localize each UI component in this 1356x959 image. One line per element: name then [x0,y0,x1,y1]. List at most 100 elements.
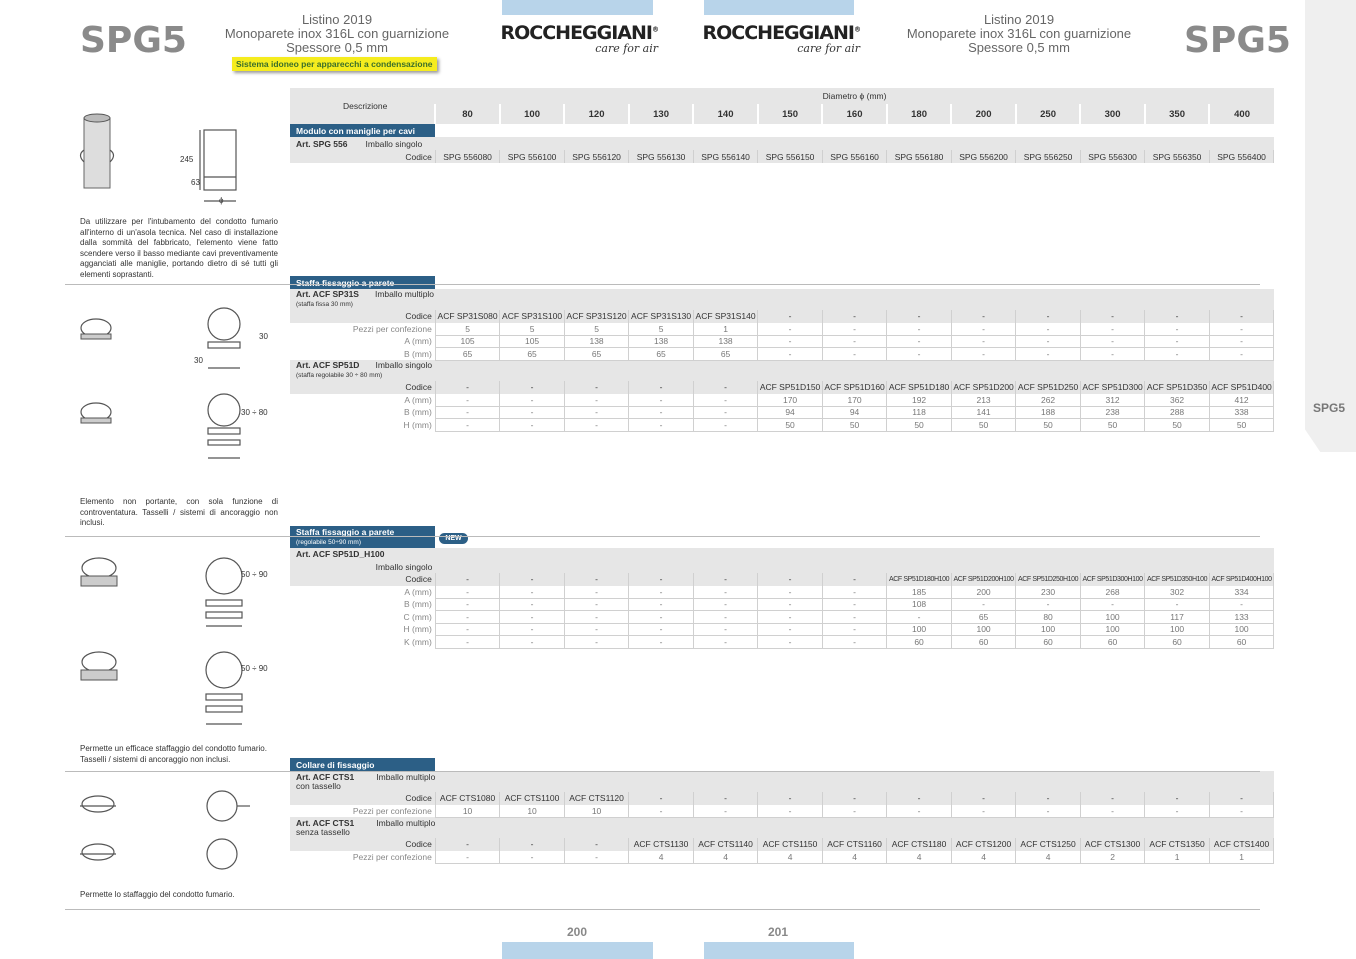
table-cell: ACF SP51D250H100 [1015,573,1081,586]
table-cell: - [499,381,565,394]
table-cell: ACF SP51D400H100 [1208,573,1275,586]
wall-bracket-fixed-photo [80,318,112,340]
table-cell: - [563,393,630,407]
article-code: Art. ACF CTS1 [296,817,355,828]
dim-base: 63 [191,178,200,187]
article-note: (staffa regolabile 30 ÷ 80 mm) [296,372,383,379]
data-row: A (mm) 105 105 138 138 138- - - - - - - - [290,335,1275,348]
table-cell: ACF CTS1130 [628,838,694,851]
table-cell: - [1144,335,1210,348]
wall-bracket-adjustable-drawing [207,393,241,459]
table-cell: - [821,623,888,636]
table-cell: ACF SP51D180H100 [886,573,952,586]
article-row: Art. ACF SP31S Imballo multiplo (staffa fi… [290,289,1274,310]
data-row: Codice - - - - - ACF SP51D150 ACF SP51D160 ACF S… [290,381,1275,394]
top-bar-right [704,0,854,15]
table-cell: 65 [692,347,759,361]
table-cell: ACF CTS1350 [1144,838,1210,851]
table-cell: ACF CTS1150 [757,838,823,851]
table-cell: - [950,598,1017,611]
table-cell: 312 [1079,393,1146,407]
data-row: Codice - - - - - - - ACF SP51D180H100 ACF SP51D20… [290,573,1275,586]
table-cell: 50 [1079,418,1146,432]
table-cell: - [434,598,501,611]
new-badge-cell: NEW [435,526,1274,548]
table-cell: 65 [628,347,694,361]
top-bar-left [502,0,653,15]
table-cell: ACF SP51D350H100 [1144,573,1210,586]
table-cell: ACF CTS1140 [692,838,759,851]
dim-diameter: ϕ [219,196,224,205]
pack-type: Imballo multiplo [374,289,435,299]
table-cell: - [628,406,694,419]
spacer-cell [290,648,1274,758]
table-cell: 185 [886,585,952,599]
table-cell: 65 [434,347,501,361]
module-handles-photo [79,113,115,189]
table-cell: - [434,850,501,864]
logo-reg: ® [854,25,861,34]
logo-tagline: care for air [595,42,658,55]
diameter-value: 250 [1014,104,1081,124]
table-cell: 5 [499,322,565,336]
table-cell: - [1015,598,1081,611]
table-cell: 213 [950,393,1017,407]
table-cell: - [692,381,759,394]
table-cell: 1 [1208,850,1275,864]
collar-description: Permette lo staffaggio del condotto fuma… [80,890,235,899]
table-cell: ACF SP31S080 [434,310,501,323]
dim-50-90-b: 50 ÷ 90 [241,664,268,673]
section-divider [65,909,1260,910]
table-cell: - [434,585,501,599]
table-cell: - [1015,322,1081,336]
spacer-row [290,648,1274,758]
pack-type: Imballo multiplo [376,817,436,828]
diameter-value: 200 [950,104,1016,124]
table-cell: SPG 556130 [628,150,694,163]
table-cell: - [628,623,694,636]
table-cell: 230 [1015,585,1081,599]
brand-logo-left: ROCCHEGGIANI® care for air [501,22,660,55]
diameter-value: 150 [756,104,823,124]
blank-cell [435,817,1274,838]
table-cell: 100 [1079,610,1146,624]
description-header: Descrizione [290,88,436,124]
wall-bracket-h100-drawing [205,557,243,627]
data-row: A (mm) - - - - - - -185 200 230 268 302 334 [290,585,1275,599]
table-cell: ACF SP51D400 [1208,381,1275,394]
table-cell: - [434,393,501,407]
article-label: Art. ACF SP51D_H100 [290,548,436,561]
table-cell: - [499,393,565,407]
data-row: Pezzi per confezione - - -4 4 4 4 4 4 4 2 1 1 [290,850,1275,864]
row-label: Pezzi per confezione [290,322,436,335]
table-cell: ACF SP31S140 [692,310,759,323]
table-cell: 80 [1015,610,1081,624]
header-title: Listino 2019 [983,12,1055,27]
diameter-value: 140 [692,104,758,124]
table-cell: 100 [886,623,952,636]
table-cell: SPG 556080 [434,150,501,163]
header-row: Descrizione Diametro ϕ (mm) [290,88,1274,124]
table-cell: - [1208,804,1275,818]
table-cell: 100 [1079,623,1146,636]
table-cell: - [434,623,501,636]
table-cell: 138 [628,335,694,348]
section-note: (regolabile 50÷90 mm) [296,538,361,546]
table-cell: - [434,635,501,649]
table-cell: - [499,573,565,586]
section-title-wall-bracket: Staffa fissaggio a parete [290,276,436,289]
table-cell: 60 [1208,635,1275,649]
blank-cell [435,771,1274,792]
table-cell: 10 [434,804,501,818]
price-table-container: Descrizione Diametro ϕ (mm) 80 100 120 130 140… [290,88,1275,864]
table-cell: - [757,792,823,805]
row-label: Codice [290,792,436,805]
table-cell: - [499,623,565,636]
table-cell: ACF CTS1100 [499,792,565,805]
table-cell: - [1015,804,1081,818]
section-header-row: Staffa fissaggio a parete (regolabile 50÷… [290,526,1274,548]
table-cell: 60 [886,635,952,649]
table-cell: - [821,585,888,599]
price-table: Descrizione Diametro ϕ (mm) 80 100 120 130 140… [290,88,1275,864]
wall-bracket-adjustable-photo [80,402,112,424]
